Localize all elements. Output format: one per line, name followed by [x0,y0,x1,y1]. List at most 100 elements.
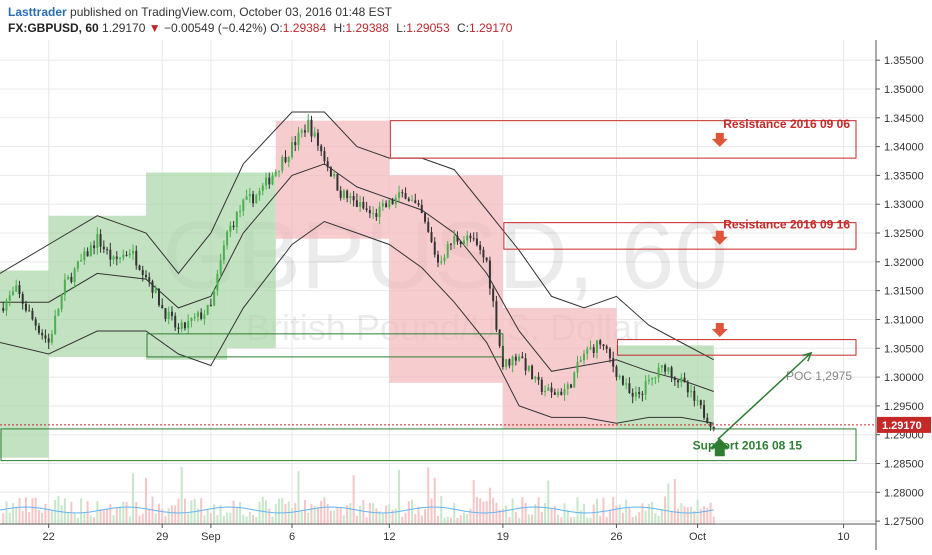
volume-bar [297,471,300,524]
volume-bar [579,510,582,524]
candle-body [378,206,381,218]
candle-body [232,225,235,228]
level-box[interactable] [0,428,857,462]
symbol-label[interactable]: FX:GBPUSD, 60 [8,21,99,35]
candle-body [73,268,76,282]
candle-body [86,251,89,257]
x-tick-label: 22 [43,531,55,543]
candle-body [466,235,469,241]
volume-bar [34,497,37,524]
candle-body [365,208,368,211]
candle-body [132,250,135,254]
candle-body [712,426,715,429]
candle-body [109,249,112,260]
volume-bar [80,498,83,524]
volume-bar [99,509,102,524]
volume-bar [2,513,5,524]
candle-body [93,245,96,249]
level-box[interactable] [389,120,857,159]
volume-bar [378,511,381,524]
volume-bar [307,512,310,524]
volume-bar [44,504,47,524]
volume-bar [73,512,76,524]
candle-body [424,213,427,222]
volume-bar [31,498,34,524]
volume-bar [449,517,452,524]
volume-bar [170,505,173,524]
bollinger-lower-band [0,220,714,424]
candle-body [239,210,242,212]
volume-bar [148,509,151,524]
candle-body [550,387,553,393]
volume-bar [407,501,410,524]
volume-bar [161,508,164,524]
y-tick-label: 1.33000 [884,199,924,211]
bearish-zone [389,175,503,383]
candle-body [518,356,521,361]
volume-bar [401,516,404,524]
volume-bar [115,507,118,524]
candle-body [329,167,332,177]
candle-body [706,417,709,424]
x-tick-label: 10 [837,531,849,543]
volume-bar [219,505,222,524]
volume-bar [511,498,514,524]
volume-bar [83,512,86,524]
candle-body [122,254,125,258]
author-link[interactable]: Lasttrader [8,5,67,19]
candle-body [271,175,274,185]
volume-bar [174,505,177,524]
candle-body [505,359,508,367]
candle-body [346,190,349,199]
candle-body [391,199,394,205]
candle-body [265,177,268,186]
candle-body [375,213,378,218]
chart-area[interactable]: GBPUSD, 60 British Pound/U.S. Dollar Res… [0,40,932,550]
volume-bar [268,508,271,524]
candle-body [638,392,641,394]
candle-body [89,245,92,257]
volume-bar [232,500,235,524]
volume-bar [245,516,248,524]
volume-bar [196,508,199,524]
candle-body [651,378,654,380]
level-box[interactable] [616,339,857,356]
candle-body [595,340,598,353]
volume-bar [323,497,326,524]
volume-bar [479,498,482,524]
candle-body [563,388,566,395]
volume-bar [8,512,11,524]
y-tick-label: 1.30500 [884,343,924,355]
volume-bar [300,510,303,524]
candle-body [492,288,495,302]
volume-bar [281,498,284,524]
volume-bar [608,510,611,524]
volume-bar [592,504,595,524]
volume-bar [28,511,31,524]
price-change: −0.00549 (−0.42%) [164,21,267,35]
volume-bar [566,509,569,524]
price-chart[interactable]: GBPUSD, 60 British Pound/U.S. Dollar Res… [0,40,932,550]
trend-line[interactable] [717,352,812,440]
candle-body [479,244,482,250]
level-box[interactable] [146,333,504,358]
candle-body [15,285,18,292]
level-box[interactable] [503,222,857,250]
volume-bar [167,508,170,524]
candle-body [664,365,667,372]
candle-body [235,211,238,228]
volume-bar [183,498,186,524]
candle-body [323,151,326,162]
y-tick-label: 1.28000 [884,487,924,499]
candle-body [521,356,524,359]
y-tick-label: 1.33500 [884,170,924,182]
volume-bar [352,475,355,524]
volume-bar [638,512,641,524]
candle-body [80,260,83,262]
y-tick-label: 1.27500 [884,516,924,528]
candle-body [41,332,44,336]
candle-body [5,300,8,311]
volume-bar [667,483,670,524]
volume-bar [388,504,391,524]
candle-body [703,405,706,418]
